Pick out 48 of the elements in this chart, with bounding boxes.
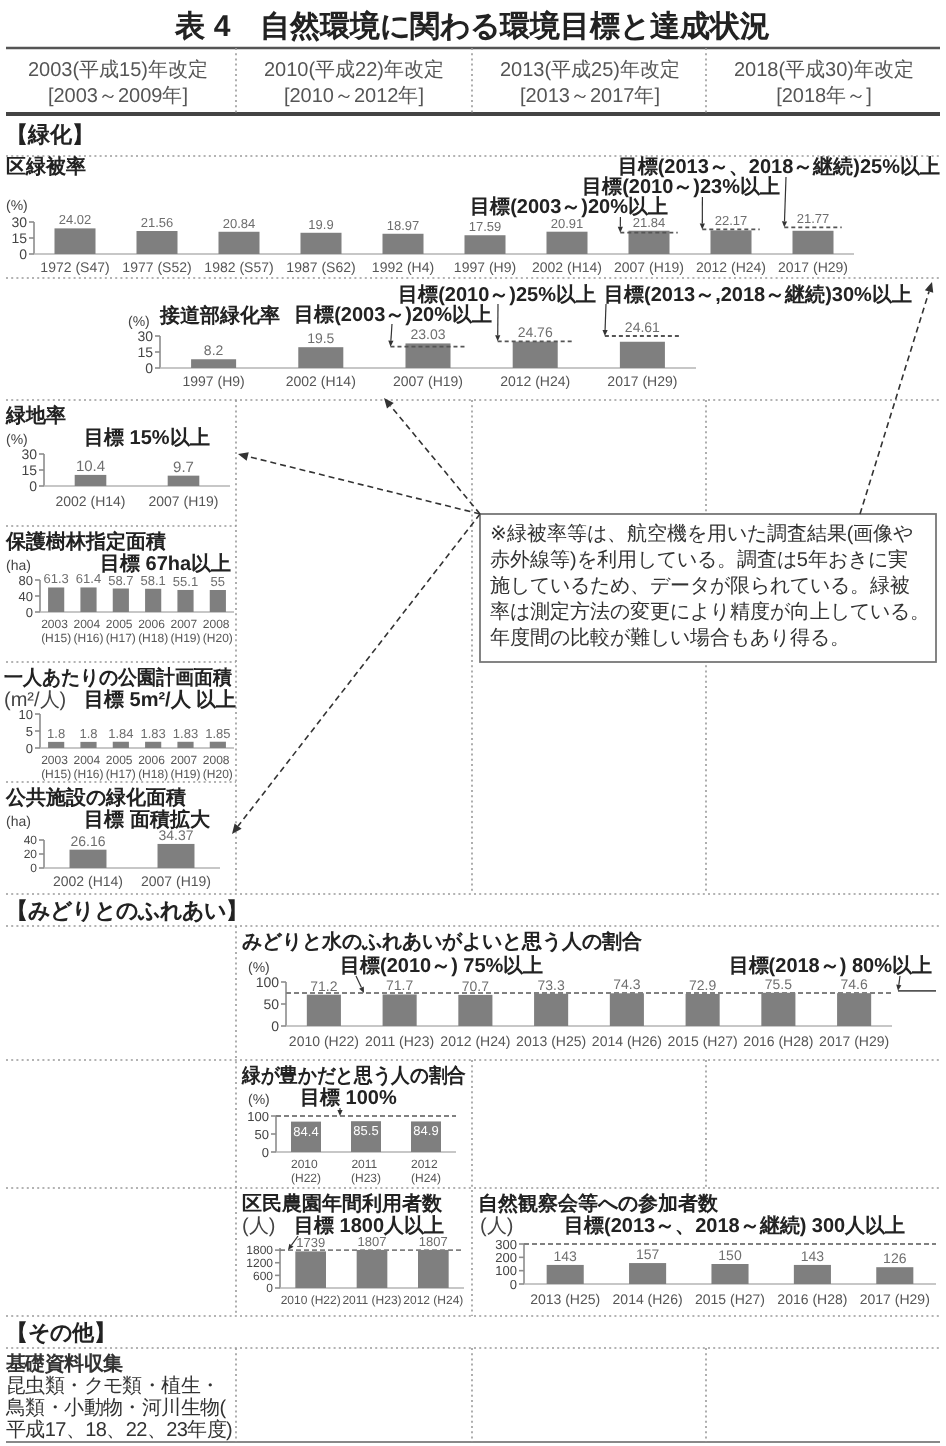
- text: 目標 面積拡大: [84, 808, 212, 832]
- text: 【みどりとのふれあい】: [6, 898, 248, 924]
- text: [2013～2017年]: [519, 84, 661, 108]
- chart-title: 緑が豊かだと思う人の割合: [240, 1064, 482, 1088]
- chart-title: 保護樹林指定面積: [4, 530, 166, 554]
- bar: [298, 347, 344, 368]
- text: 表 4 自然環境に関わる環境目標と達成状況: [173, 8, 771, 44]
- chart-title: 自然観察会等への参加者数: [478, 1192, 720, 1216]
- text: 目標 67ha以上: [100, 552, 232, 576]
- chart-title: 公共施設の緑化面積: [4, 786, 186, 810]
- bar: [619, 341, 665, 368]
- annotation: 目標(2013～、2018～継続)25%以上: [617, 155, 940, 179]
- annotation: 目標(2010～)23%以上: [582, 175, 780, 199]
- ref-line-label: 目標 100%: [300, 1086, 397, 1110]
- chart-title: 接道部緑化率: [158, 304, 280, 328]
- chart-title: 区民農園年間利用者数: [242, 1192, 444, 1216]
- text: ※緑被率等は、航空機を用いた調査結果(画像や赤外線等)を利用している。調査は5年おきに実施しているため、データが限られている。緑被率は測定方法の変更により精度が向上している。年度間の比較が難しい場合もあり得る。: [490, 522, 930, 650]
- annotation: 目標(2013～,2018～継続)30%以上: [604, 283, 912, 307]
- text: 2010(平成22)年改定: [263, 58, 445, 82]
- ref-line-label: 目標 1800人以上: [294, 1214, 445, 1238]
- chart-title: 一人あたりの公園計画面積: [4, 666, 244, 690]
- text: [2003～2009年]: [47, 84, 189, 108]
- ref-line-label: 目標(2013～、2018～継続) 300人以上: [564, 1214, 906, 1238]
- text: [2018年～]: [776, 84, 873, 108]
- text: 2013(平成25)年改定: [499, 58, 681, 82]
- chart-title: みどりと水のふれあいがよいと思う人の割合: [242, 930, 644, 954]
- text: 2003(平成15)年改定: [27, 58, 209, 82]
- annotation: 目標(2003～)20%以上: [294, 303, 492, 327]
- ref-line-label: 目標(2010～) 75%以上: [340, 954, 544, 978]
- annotation: 目標(2018～) 80%以上: [728, 954, 932, 978]
- y-axis-title: (人): [242, 1216, 276, 1238]
- y-axis-title: (m²/人): [4, 690, 67, 712]
- annotation: 目標(2010～)25%以上: [398, 283, 596, 307]
- chart-title: 緑地率: [4, 404, 66, 428]
- bar: [405, 343, 451, 368]
- annotation: 目標(2003～)20%以上: [470, 195, 668, 219]
- text: 昆虫類・クモ類・植生・鳥類・小動物・河川生物(平成17、18、22、23年度): [4, 1374, 233, 1442]
- text: 基礎資料収集: [4, 1352, 123, 1376]
- text: 目標 15%以上: [84, 426, 210, 450]
- text: 【その他】: [6, 1320, 116, 1346]
- text: 【緑化】: [6, 122, 94, 148]
- text: [2010～2012年]: [283, 84, 425, 108]
- y-axis-title: (人): [480, 1216, 514, 1238]
- chart-title: 区緑被率: [6, 155, 86, 179]
- bar: [512, 341, 558, 368]
- text: 目標 5m²/人 以上: [84, 688, 237, 712]
- bar: [191, 359, 237, 368]
- text: 2018(平成30)年改定: [733, 58, 915, 82]
